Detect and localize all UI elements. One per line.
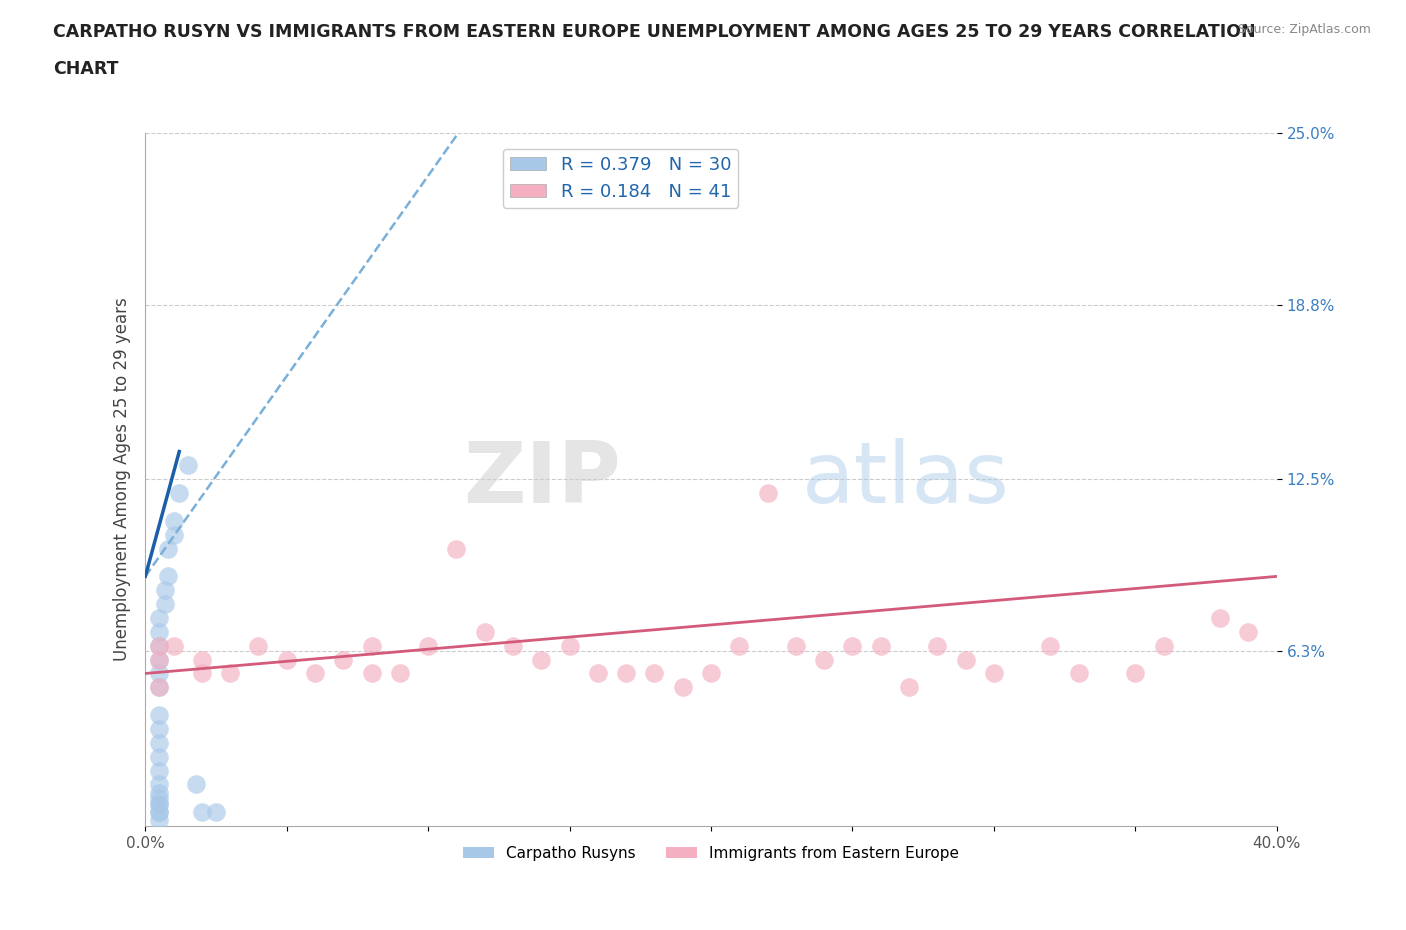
Point: [360, 638, 382, 653]
Point: [1209, 611, 1232, 626]
Point: [813, 652, 835, 667]
Point: [983, 666, 1005, 681]
Point: [304, 666, 326, 681]
Y-axis label: Unemployment Among Ages 25 to 29 years: Unemployment Among Ages 25 to 29 years: [114, 298, 131, 661]
Point: [418, 638, 440, 653]
Point: [756, 485, 779, 500]
Point: [191, 666, 214, 681]
Point: [360, 666, 382, 681]
Point: [148, 611, 170, 626]
Text: Source: ZipAtlas.com: Source: ZipAtlas.com: [1237, 23, 1371, 36]
Point: [148, 680, 170, 695]
Point: [148, 666, 170, 681]
Point: [148, 722, 170, 737]
Point: [148, 764, 170, 778]
Text: ZIP: ZIP: [463, 438, 620, 521]
Point: [167, 485, 190, 500]
Point: [162, 638, 184, 653]
Point: [205, 804, 228, 819]
Point: [502, 638, 524, 653]
Point: [148, 796, 170, 811]
Point: [530, 652, 553, 667]
Point: [148, 804, 170, 819]
Point: [148, 624, 170, 639]
Point: [162, 513, 184, 528]
Point: [332, 652, 354, 667]
Point: [148, 785, 170, 800]
Text: CHART: CHART: [53, 60, 120, 78]
Point: [186, 777, 208, 791]
Point: [148, 804, 170, 819]
Point: [148, 790, 170, 805]
Point: [672, 680, 695, 695]
Point: [841, 638, 863, 653]
Legend: Carpatho Rusyns, Immigrants from Eastern Europe: Carpatho Rusyns, Immigrants from Eastern…: [457, 840, 965, 867]
Point: [728, 638, 751, 653]
Point: [1237, 624, 1260, 639]
Point: [148, 736, 170, 751]
Point: [191, 652, 214, 667]
Point: [148, 652, 170, 667]
Point: [191, 804, 214, 819]
Point: [148, 638, 170, 653]
Point: [1153, 638, 1175, 653]
Point: [1123, 666, 1146, 681]
Point: [148, 750, 170, 764]
Point: [700, 666, 723, 681]
Point: [1067, 666, 1090, 681]
Point: [446, 541, 468, 556]
Point: [276, 652, 298, 667]
Text: atlas: atlas: [801, 438, 1010, 521]
Point: [148, 777, 170, 791]
Point: [643, 666, 665, 681]
Point: [927, 638, 949, 653]
Point: [162, 527, 184, 542]
Point: [869, 638, 891, 653]
Point: [785, 638, 807, 653]
Point: [614, 666, 637, 681]
Point: [247, 638, 270, 653]
Point: [558, 638, 581, 653]
Point: [153, 597, 176, 612]
Point: [148, 796, 170, 811]
Point: [586, 666, 609, 681]
Point: [148, 813, 170, 828]
Point: [474, 624, 496, 639]
Point: [148, 638, 170, 653]
Point: [219, 666, 242, 681]
Text: CARPATHO RUSYN VS IMMIGRANTS FROM EASTERN EUROPE UNEMPLOYMENT AMONG AGES 25 TO 2: CARPATHO RUSYN VS IMMIGRANTS FROM EASTER…: [53, 23, 1256, 41]
Point: [388, 666, 411, 681]
Point: [177, 458, 200, 472]
Point: [148, 680, 170, 695]
Point: [153, 583, 176, 598]
Point: [156, 541, 179, 556]
Point: [1039, 638, 1062, 653]
Point: [156, 569, 179, 584]
Point: [955, 652, 977, 667]
Point: [148, 652, 170, 667]
Point: [148, 708, 170, 723]
Point: [897, 680, 920, 695]
